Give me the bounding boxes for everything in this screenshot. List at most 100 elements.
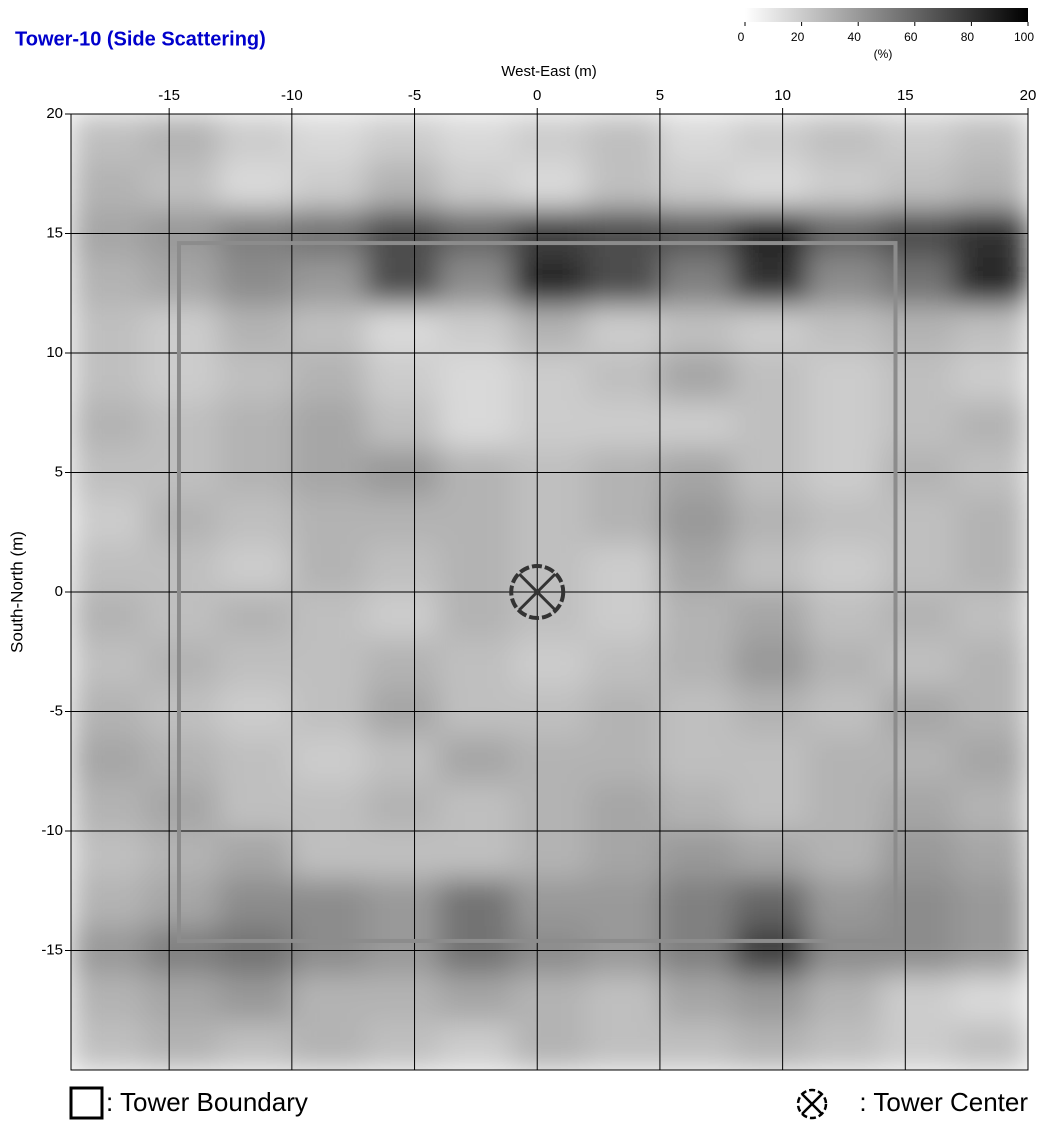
heat-cell xyxy=(807,305,882,354)
y-tick-label: -5 xyxy=(50,702,63,719)
heat-cell xyxy=(144,735,219,784)
heat-cell xyxy=(71,1022,146,1070)
heat-cell xyxy=(439,353,514,402)
heat-cell xyxy=(512,878,587,928)
heat-cell xyxy=(218,831,293,880)
heat-cell xyxy=(218,639,293,689)
heat-cell xyxy=(659,1022,735,1070)
heat-cell xyxy=(807,400,882,450)
heat-cell xyxy=(586,161,661,211)
heat-cell xyxy=(144,257,219,306)
heat-cell xyxy=(144,161,219,211)
heat-cell xyxy=(512,639,587,689)
heat-cell xyxy=(512,400,587,450)
heat-cell xyxy=(659,400,735,450)
heat-cell xyxy=(659,878,735,928)
heat-cell xyxy=(807,974,882,1023)
x-tick-label: -10 xyxy=(281,87,303,104)
heat-cell xyxy=(512,783,587,832)
heat-cell xyxy=(512,257,587,306)
heat-cell xyxy=(733,592,808,641)
heat-cell xyxy=(439,496,514,545)
heat-cell xyxy=(291,496,366,545)
heat-cell xyxy=(659,305,735,354)
colorbar-tick-label: 40 xyxy=(848,30,862,44)
heat-cell xyxy=(365,400,440,450)
plot-frame xyxy=(70,113,1029,1071)
heat-cell xyxy=(218,114,293,163)
heat-cell xyxy=(880,1022,955,1070)
heat-cell xyxy=(586,353,661,402)
heat-cell xyxy=(365,161,440,211)
y-tick-label: -10 xyxy=(41,822,63,839)
x-tick-label: 20 xyxy=(1020,87,1037,104)
heat-cell xyxy=(365,496,440,545)
heat-cell xyxy=(586,544,661,593)
heat-cell xyxy=(365,257,440,306)
heat-cell xyxy=(71,400,146,450)
heat-cell xyxy=(807,831,882,880)
heat-cell xyxy=(954,831,1028,880)
heat-cell xyxy=(733,353,808,402)
heat-cell xyxy=(144,400,219,450)
heat-cell xyxy=(439,544,514,593)
heat-cell xyxy=(659,114,735,163)
heat-cell xyxy=(586,400,661,450)
heat-cell xyxy=(807,257,882,306)
y-tick-label: 5 xyxy=(55,463,63,480)
colorbar-tick-label: 60 xyxy=(904,30,918,44)
heat-cell xyxy=(807,735,882,784)
heat-cell xyxy=(512,161,587,211)
heat-cell xyxy=(880,257,955,306)
heat-cell xyxy=(807,353,882,402)
heat-cell xyxy=(586,783,661,832)
heat-cell xyxy=(659,974,735,1023)
heat-cell xyxy=(954,735,1028,784)
heat-cell xyxy=(365,544,440,593)
heat-cell xyxy=(439,161,514,211)
heat-cell xyxy=(586,974,661,1023)
heat-cell xyxy=(586,878,661,928)
heatmap-cells xyxy=(71,114,1028,1070)
heat-cell xyxy=(218,1022,293,1070)
heat-cell xyxy=(365,114,440,163)
heat-cell xyxy=(659,496,735,545)
heat-cell xyxy=(218,783,293,832)
heat-cell xyxy=(291,305,366,354)
heat-cell xyxy=(291,831,366,880)
heat-cell xyxy=(439,735,514,784)
heat-cell xyxy=(512,305,587,354)
x-tick-label: 15 xyxy=(897,87,914,104)
heat-cell xyxy=(218,735,293,784)
y-tick-label: -15 xyxy=(41,941,63,958)
y-tick-label: 15 xyxy=(46,224,63,241)
heat-cell xyxy=(586,257,661,306)
heat-cell xyxy=(733,305,808,354)
heat-cell xyxy=(954,639,1028,689)
heat-cell xyxy=(880,353,955,402)
tower-center-cross xyxy=(518,572,557,612)
heat-cell xyxy=(439,257,514,306)
heat-cell xyxy=(586,1022,661,1070)
x-tick-label: 10 xyxy=(774,87,791,104)
heat-cell xyxy=(880,639,955,689)
heat-cell xyxy=(291,592,366,641)
heat-cell xyxy=(954,783,1028,832)
heat-cell xyxy=(880,305,955,354)
heat-cell xyxy=(512,974,587,1023)
grid xyxy=(65,108,1029,1070)
heat-cell xyxy=(218,305,293,354)
heat-cell xyxy=(659,592,735,641)
heat-cell xyxy=(71,544,146,593)
x-tick-label: 5 xyxy=(656,87,664,104)
heat-cell xyxy=(807,161,882,211)
heat-cell xyxy=(954,257,1028,306)
heat-cell xyxy=(880,831,955,880)
heat-cell xyxy=(71,114,146,163)
heat-cell xyxy=(71,305,146,354)
heat-cell xyxy=(733,544,808,593)
heat-cell xyxy=(71,592,146,641)
heat-cell xyxy=(512,496,587,545)
y-axis-label: South-North (m) xyxy=(7,531,26,653)
heat-cell xyxy=(659,783,735,832)
